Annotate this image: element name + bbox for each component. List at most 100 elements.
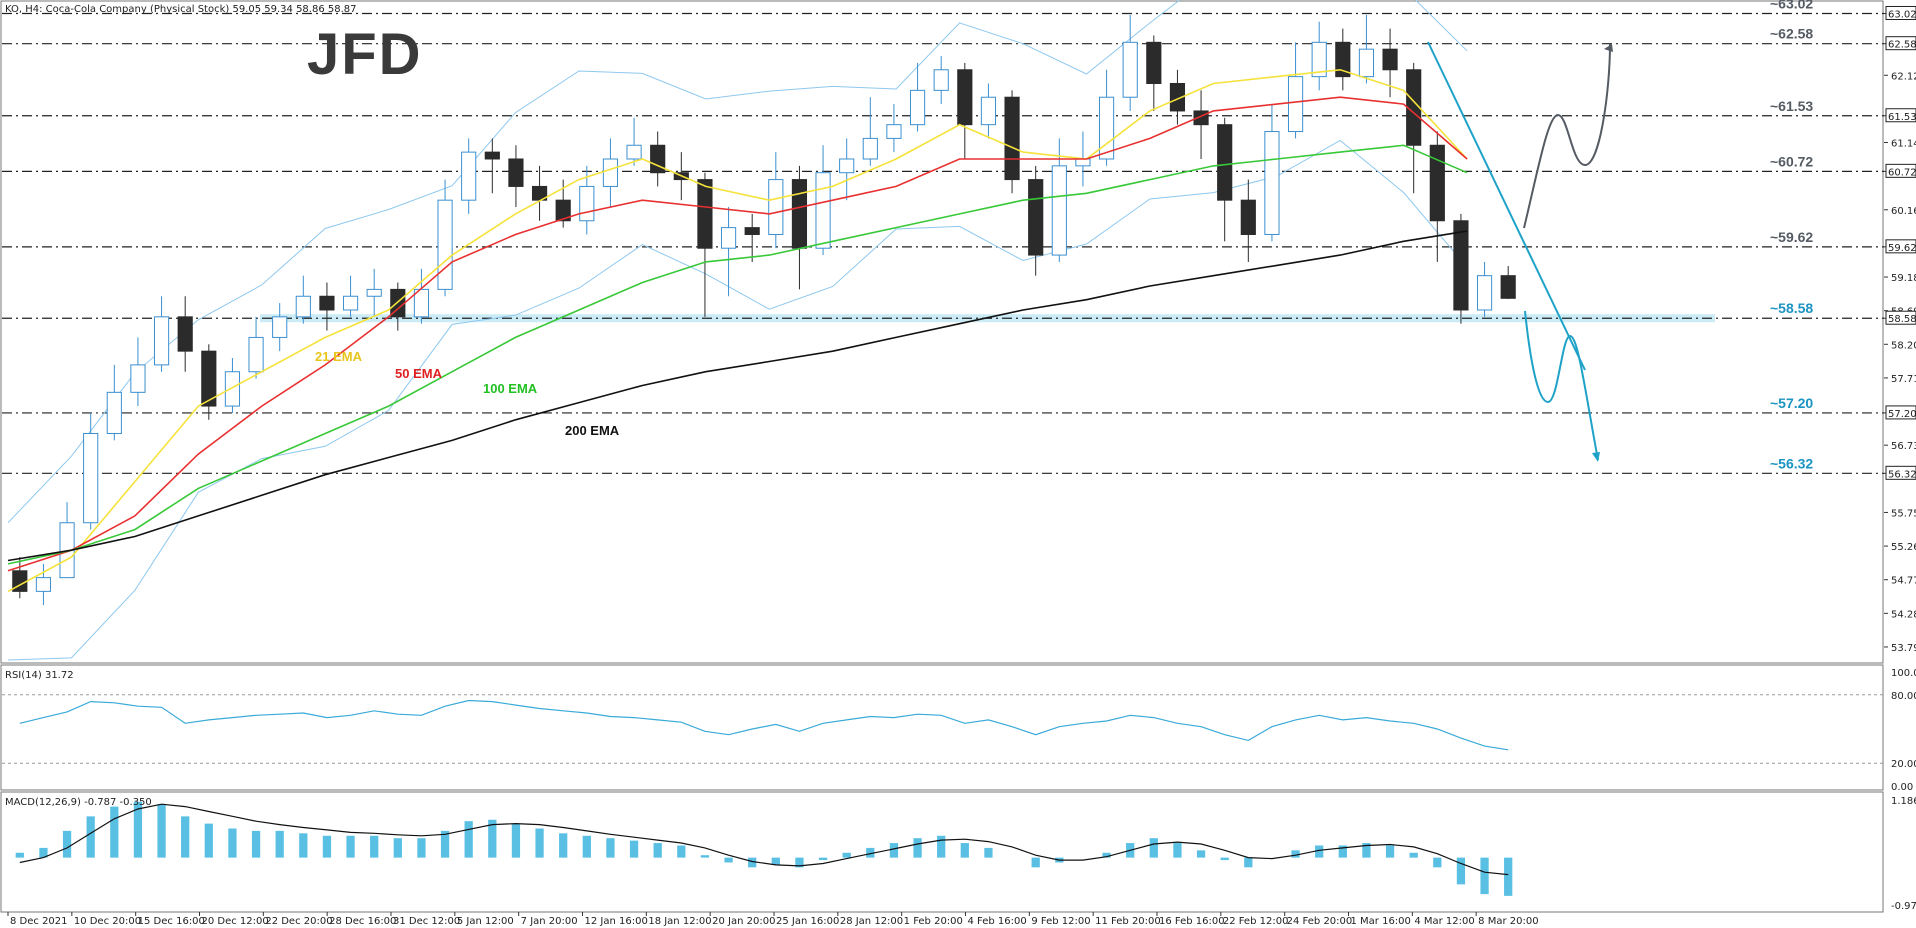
time-tick-label-0: 8 Dec 2021 — [10, 916, 68, 927]
price-tag-3: 60.72 — [1888, 167, 1916, 178]
rsi-pane: 100.00 80.00 20.00 0.00 — [2, 668, 1916, 793]
level-labels: ~63.02 ~62.58 ~61.53 ~60.72 ~59.62 ~58.58 ~57.… — [1770, 0, 1813, 471]
level-label-5: ~58.58 — [1770, 300, 1813, 316]
candle-body-30 — [720, 227, 737, 249]
candle-body-19 — [461, 151, 477, 201]
level-label-1: ~62.58 — [1770, 26, 1813, 42]
upper-band — [7, 0, 1468, 524]
candle-body-18 — [437, 199, 453, 290]
price-tag-6: 57.20 — [1888, 409, 1916, 420]
rsi-header: RSI(14) 31.72 — [5, 670, 74, 681]
time-tick-label-4: 22 Dec 20:00 — [265, 916, 332, 927]
time-tick-label-2: 15 Dec 16:00 — [138, 916, 205, 927]
level-label-0: ~63.02 — [1770, 0, 1813, 11]
price-tick-label-2: 62.12 — [1891, 71, 1916, 82]
time-tick-label-8: 7 Jan 20:00 — [521, 916, 578, 927]
time-tick-label-19: 22 Feb 12:00 — [1223, 916, 1289, 927]
candle-body-46 — [1098, 96, 1115, 160]
ema-label-0: 21 EMA — [315, 349, 363, 364]
level-lines — [2, 12, 1884, 474]
time-tick-label-14: 1 Feb 20:00 — [904, 916, 963, 927]
time-tick-label-13: 28 Jan 12:00 — [840, 916, 903, 927]
candle-body-62 — [1476, 275, 1493, 311]
price-tag-box-2 — [1885, 108, 1916, 123]
time-tick-label-18: 16 Feb 16:00 — [1159, 916, 1225, 927]
price-tag-7: 56.32 — [1888, 469, 1916, 480]
candle-body-48 — [1146, 41, 1162, 84]
price-tick-label-6: 60.16 — [1891, 206, 1916, 217]
price-tick-label-18: 54.77 — [1891, 576, 1916, 587]
candle-body-57 — [1358, 48, 1375, 78]
time-tick-label-17: 11 Feb 20:00 — [1095, 916, 1161, 927]
candle-body-27 — [650, 144, 666, 174]
level-label-2: ~61.53 — [1770, 98, 1813, 114]
candle-body-36 — [862, 137, 878, 160]
price-tag-4: 59.62 — [1888, 243, 1916, 254]
candle-body-60 — [1429, 144, 1445, 222]
candle-body-39 — [933, 69, 949, 91]
price-tags: 63.02 62.58 61.53 60.72 59.62 58.58 57.20 56.32 — [1885, 5, 1916, 480]
rsi-tick-label-1: 80.00 — [1891, 691, 1916, 702]
candle-body-58 — [1382, 48, 1398, 71]
candle-body-4 — [106, 391, 122, 435]
time-tick-label-12: 25 Jan 16:00 — [776, 916, 839, 927]
candle-body-40 — [957, 69, 973, 126]
candle-body-26 — [626, 144, 642, 160]
candle-body-43 — [1028, 179, 1044, 256]
ema-line-3 — [7, 230, 1468, 562]
rsi-tick-label-0: 100.00 — [1891, 668, 1916, 679]
ema-label-3: 200 EMA — [565, 423, 620, 438]
candle-body-13 — [319, 295, 335, 311]
price-tick-label-8: 59.18 — [1891, 273, 1916, 284]
time-tick-label-9: 12 Jan 16:00 — [585, 916, 648, 927]
time-tick-label-10: 18 Jan 12:00 — [648, 916, 711, 927]
ema-label-2: 100 EMA — [483, 381, 538, 396]
candle-body-41 — [980, 96, 997, 126]
chart-header: KO, H4: Coca-Cola Company (Physical Stoc… — [5, 4, 357, 15]
bullish-arrow-head — [1604, 44, 1613, 52]
candle-body-1 — [35, 577, 52, 592]
candle-body-63 — [1500, 275, 1516, 299]
bearish-scenario-path — [1524, 310, 1599, 461]
candle-body-23 — [555, 199, 571, 222]
ema-line-1 — [7, 96, 1468, 572]
candle-body-33 — [791, 179, 808, 249]
price-tick-label-17: 55.26 — [1891, 542, 1916, 553]
price-tick-label-20: 53.79 — [1891, 643, 1916, 654]
candle-body-20 — [484, 151, 500, 160]
rsi-line — [19, 699, 1509, 751]
candle-body-15 — [366, 288, 382, 297]
candle-body-32 — [768, 179, 784, 235]
candle-body-37 — [886, 124, 902, 139]
candle-body-24 — [579, 185, 595, 222]
price-tick-label-12: 57.71 — [1891, 374, 1916, 385]
candle-body-45 — [1075, 158, 1091, 167]
macd-signal-line — [19, 803, 1509, 876]
price-tag-box-1 — [1885, 36, 1916, 51]
candle-body-31 — [744, 227, 760, 235]
candle-body-25 — [602, 158, 619, 187]
candle-body-5 — [130, 364, 146, 393]
price-tag-box-3 — [1885, 163, 1916, 178]
price-tag-box-0 — [1885, 5, 1916, 20]
rsi-pane-frame — [0, 664, 1884, 791]
level-label-3: ~60.72 — [1770, 153, 1813, 169]
price-tag-0: 63.02 — [1888, 9, 1916, 20]
level-label-4: ~59.62 — [1770, 229, 1813, 245]
price-tick-label-11: 58.20 — [1891, 340, 1916, 351]
candle-body-44 — [1051, 165, 1067, 256]
time-tick-label-6: 31 Dec 12:00 — [393, 916, 460, 927]
macd-header: MACD(12,26,9) -0.787 -0.350 — [5, 797, 152, 808]
candle-body-35 — [839, 158, 855, 174]
brand-logo: JFD — [307, 22, 423, 87]
time-tick-label-21: 1 Mar 16:00 — [1351, 916, 1411, 927]
candle-body-34 — [815, 172, 831, 249]
time-tick-label-16: 9 Feb 12:00 — [1031, 916, 1090, 927]
time-tick-label-15: 4 Feb 16:00 — [968, 916, 1027, 927]
candle-body-9 — [224, 371, 241, 407]
candle-body-21 — [508, 158, 524, 187]
candle-body-42 — [1004, 96, 1020, 181]
